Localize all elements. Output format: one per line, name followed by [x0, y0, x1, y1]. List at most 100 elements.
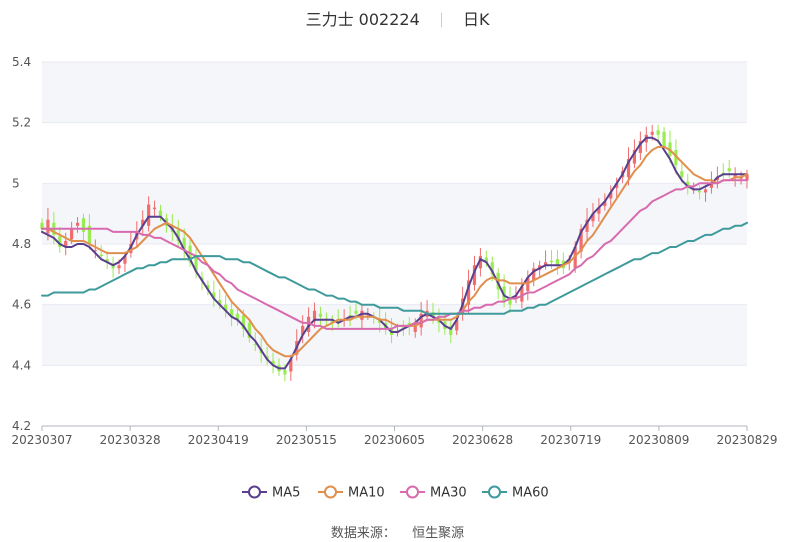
candle-body [715, 177, 719, 181]
legend: MA5 MA10 MA30 MA60 [242, 485, 549, 501]
candle-body [235, 313, 240, 320]
candle[interactable] [585, 207, 589, 242]
candle[interactable] [229, 301, 234, 327]
candle[interactable] [532, 262, 536, 287]
candle-body [597, 207, 601, 214]
y-tick-label: 5.2 [12, 116, 31, 130]
y-axis: 4.2 4.4 4.6 4.8 5 5.2 5.4 [12, 55, 31, 433]
legend-item-ma5[interactable]: MA5 [242, 485, 300, 501]
candle-body [532, 268, 536, 281]
candle[interactable] [484, 250, 488, 267]
candle[interactable] [64, 232, 68, 256]
candle-body [585, 219, 589, 232]
candle[interactable] [419, 301, 423, 336]
legend-marker-icon [248, 485, 261, 499]
candle[interactable] [703, 184, 708, 202]
candle-body [87, 225, 91, 244]
legend-label: MA5 [272, 486, 300, 501]
ma-line-ma10[interactable] [41, 145, 748, 358]
candle[interactable] [301, 315, 305, 344]
candle[interactable] [549, 250, 554, 270]
candle[interactable] [212, 280, 216, 307]
candle-body [579, 228, 583, 252]
legend-label: MA10 [348, 486, 385, 501]
candle-body [117, 265, 121, 269]
candle[interactable] [81, 213, 86, 242]
candle[interactable] [555, 249, 560, 275]
candle[interactable] [449, 320, 453, 344]
y-tick-label: 5.4 [12, 55, 31, 69]
candle-body [603, 201, 607, 207]
candle[interactable] [93, 239, 97, 259]
candle[interactable] [597, 198, 601, 222]
candle[interactable] [247, 318, 251, 343]
legend-marker-icon [406, 485, 419, 499]
candle-body [253, 344, 257, 346]
candle-body [123, 256, 127, 264]
candle-body [206, 284, 210, 290]
candle[interactable] [194, 249, 198, 279]
candle[interactable] [721, 163, 725, 179]
candle[interactable] [478, 247, 483, 277]
candle[interactable] [235, 306, 240, 326]
candle[interactable] [176, 219, 180, 247]
candle-body [158, 210, 163, 217]
candle[interactable] [466, 269, 471, 315]
candle[interactable] [579, 224, 583, 259]
candle-body [81, 218, 86, 232]
ma-line-ma30[interactable] [41, 179, 748, 330]
legend-item-ma10[interactable]: MA10 [318, 485, 385, 501]
ma-line-ma60[interactable] [41, 221, 748, 315]
candle[interactable] [271, 352, 275, 374]
stock-name: 三力士 [305, 10, 354, 29]
candle[interactable] [58, 227, 62, 253]
x-tick-label: 20230419 [188, 433, 249, 447]
legend-item-ma30[interactable]: MA30 [400, 485, 467, 501]
candle-body [93, 250, 97, 252]
candle-body [549, 260, 554, 263]
stock-code: 002224 [358, 10, 420, 29]
candle-body [141, 219, 145, 226]
candle[interactable] [312, 302, 317, 329]
candle-body [662, 131, 666, 147]
candle-body [686, 181, 690, 187]
candle-body [466, 280, 471, 305]
candle-body [289, 359, 293, 372]
candle-body [218, 300, 222, 305]
candle-body [703, 189, 708, 193]
x-tick-label: 20230605 [364, 433, 425, 447]
candle-body [147, 204, 151, 226]
candle-body [615, 183, 619, 188]
candle[interactable] [609, 185, 613, 206]
candle[interactable] [615, 177, 619, 198]
candle[interactable] [224, 295, 228, 318]
legend-item-ma60[interactable]: MA60 [482, 485, 549, 501]
candle-body [247, 322, 251, 339]
candle[interactable] [745, 169, 749, 189]
candle[interactable] [182, 228, 186, 259]
ma-line-ma5[interactable] [41, 136, 748, 370]
legend-marker-icon [488, 485, 501, 499]
candle[interactable] [141, 210, 145, 236]
candle-body [64, 240, 68, 248]
candle-body [318, 313, 323, 317]
candle[interactable] [75, 217, 80, 233]
candle[interactable] [111, 256, 115, 278]
candle[interactable] [147, 196, 151, 232]
candle[interactable] [318, 306, 323, 327]
period-label[interactable]: 日K [462, 10, 490, 29]
candle-body [360, 310, 364, 320]
candle-body [632, 149, 637, 164]
candle[interactable] [40, 218, 44, 234]
candle-body [229, 309, 234, 317]
candle[interactable] [152, 200, 157, 218]
candle-body [484, 257, 488, 263]
candle[interactable] [727, 159, 731, 179]
candle[interactable] [698, 185, 702, 200]
candle[interactable] [158, 204, 163, 222]
y-tick-label: 4.8 [12, 237, 31, 251]
candle[interactable] [686, 173, 690, 195]
legend-label: MA60 [512, 486, 549, 501]
candle[interactable] [543, 250, 548, 270]
x-axis: 20230307 20230328 20230419 20230515 20230605… [11, 425, 778, 447]
